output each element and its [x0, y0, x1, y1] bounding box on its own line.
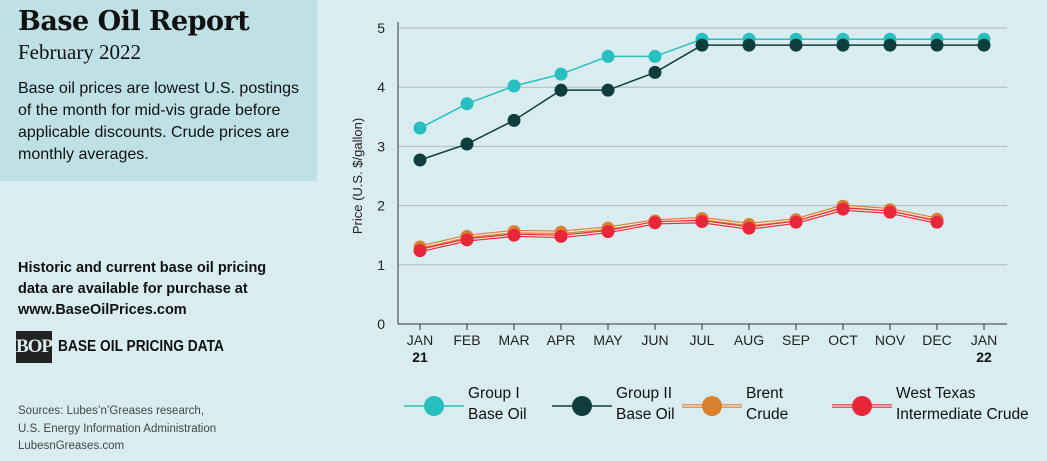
legend-label-line: Brent [746, 385, 784, 402]
legend-label-line: Group II [616, 385, 672, 402]
data-point [789, 215, 803, 229]
legend-swatch [832, 396, 892, 416]
x-tick-label: JAN [407, 332, 433, 348]
x-tick-label: JAN [971, 332, 997, 348]
purchase-line-2: data are available for purchase at [18, 281, 248, 297]
x-tick-label: DEC [922, 332, 952, 348]
y-tick-label: 0 [377, 316, 385, 332]
data-point [742, 221, 756, 235]
series-line-highlight [419, 208, 938, 252]
legend-marker [702, 396, 722, 416]
series-line [419, 204, 938, 249]
data-point [648, 65, 662, 79]
data-point [601, 83, 615, 97]
data-point [601, 49, 615, 63]
data-point [460, 97, 474, 111]
data-point [977, 38, 991, 52]
data-point [648, 49, 662, 63]
bop-logo: BOP [16, 331, 53, 363]
data-point [695, 215, 709, 229]
data-point [836, 202, 850, 216]
legend-label: West Texas Intermediate Crude [896, 383, 1046, 425]
legend-label: Brent Crude [746, 383, 896, 425]
data-point [601, 225, 615, 239]
data-point [883, 38, 897, 52]
data-point [413, 153, 427, 167]
series-line [419, 207, 938, 253]
data-point [742, 38, 756, 52]
data-point [507, 228, 521, 242]
legend-swatch [404, 396, 464, 416]
data-point [648, 216, 662, 230]
x-tick-label: JUN [641, 332, 668, 348]
purchase-note: Historic and current base oil pricing da… [18, 258, 318, 321]
legend-label-line: Group I [468, 385, 520, 402]
x-year-label: 21 [412, 349, 428, 365]
series-line [419, 38, 984, 129]
footer-website: LubesnGreases.com [18, 440, 125, 452]
legend-label-line: Intermediate Crude [896, 406, 1029, 423]
data-point [460, 137, 474, 151]
x-tick-label: OCT [828, 332, 858, 348]
info-box: Base Oil Report February 2022 Base oil p… [0, 0, 317, 181]
legend-label-line: Base Oil [468, 406, 527, 423]
x-tick-label: SEP [782, 332, 810, 348]
legend-swatch [682, 396, 742, 416]
page-title: Base Oil Report [18, 6, 250, 37]
data-point [930, 38, 944, 52]
data-point [836, 38, 850, 52]
y-tick-label: 4 [377, 79, 385, 95]
data-point [554, 229, 568, 243]
x-tick-label: APR [547, 332, 576, 348]
y-tick-label: 1 [377, 257, 385, 273]
y-tick-label: 3 [377, 138, 385, 154]
legend-marker [424, 396, 444, 416]
data-point [930, 215, 944, 229]
brand-logo-block: BOP BASE OIL PRICING DATA [16, 330, 251, 364]
page-subtitle: February 2022 [18, 40, 142, 64]
data-point [883, 205, 897, 219]
legend-label-line: Base Oil [616, 406, 675, 423]
x-tick-label: FEB [453, 332, 480, 348]
x-tick-label: JUL [690, 332, 715, 348]
x-tick-label: AUG [734, 332, 764, 348]
data-point [507, 79, 521, 93]
legend-label-line: West Texas [896, 385, 976, 402]
data-point [789, 38, 803, 52]
brand-name: BASE OIL PRICING DATA [58, 338, 224, 355]
legend-label-line: Crude [746, 406, 789, 423]
data-point [413, 244, 427, 258]
data-point [460, 233, 474, 247]
y-axis-label: Price (U.S. $/gallon) [350, 118, 365, 234]
legend-label: Group II Base Oil [616, 383, 766, 425]
y-tick-label: 2 [377, 198, 385, 214]
x-tick-label: MAY [593, 332, 623, 348]
data-point [695, 38, 709, 52]
sources-line-1: Sources: Lubes’n’Greases research, [18, 405, 205, 417]
legend-marker [852, 396, 872, 416]
data-point [554, 83, 568, 97]
legend-label: Group I Base Oil [468, 383, 618, 425]
sources-note: Sources: Lubes’n’Greases research, U.S. … [18, 402, 216, 438]
legend-marker [572, 396, 592, 416]
series-line [419, 44, 984, 161]
y-tick-label: 5 [377, 20, 385, 36]
data-point [413, 121, 427, 135]
purchase-line-1: Historic and current base oil pricing [18, 260, 267, 276]
x-tick-label: NOV [875, 332, 906, 348]
x-tick-label: MAR [498, 332, 529, 348]
data-point [507, 113, 521, 127]
sources-line-2: U.S. Energy Information Administration [18, 423, 217, 435]
series-line-highlight [419, 205, 938, 248]
x-year-label: 22 [976, 349, 992, 365]
website-link[interactable]: www.BaseOilPrices.com [18, 302, 187, 318]
description-text: Base oil prices are lowest U.S. postings… [18, 80, 300, 163]
data-point [554, 67, 568, 81]
legend-swatch [552, 396, 612, 416]
